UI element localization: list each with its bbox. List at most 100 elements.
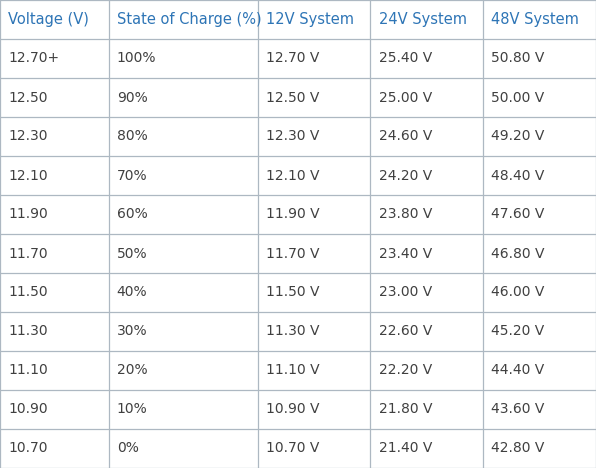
- Bar: [108, 195, 257, 234]
- Bar: [0, 312, 108, 351]
- Bar: [0, 39, 108, 78]
- Text: 47.60 V: 47.60 V: [491, 207, 545, 221]
- Text: 46.00 V: 46.00 V: [491, 285, 545, 300]
- Text: 45.20 V: 45.20 V: [491, 324, 545, 338]
- Text: 50%: 50%: [117, 247, 147, 261]
- Bar: [108, 390, 257, 429]
- Bar: [0, 117, 108, 156]
- Bar: [0, 429, 108, 468]
- Text: 24.60 V: 24.60 V: [378, 130, 432, 144]
- Bar: [483, 234, 596, 273]
- Bar: [371, 195, 483, 234]
- Text: 11.70 V: 11.70 V: [266, 247, 319, 261]
- Text: 100%: 100%: [117, 51, 156, 66]
- Text: 24.20 V: 24.20 V: [378, 168, 432, 183]
- Bar: [0, 234, 108, 273]
- Text: 50.80 V: 50.80 V: [491, 51, 545, 66]
- Text: 24V System: 24V System: [378, 12, 467, 27]
- Text: 11.10: 11.10: [8, 364, 48, 378]
- Bar: [371, 312, 483, 351]
- Text: 49.20 V: 49.20 V: [491, 130, 545, 144]
- Text: 10%: 10%: [117, 402, 148, 417]
- Text: 20%: 20%: [117, 364, 147, 378]
- Bar: [108, 39, 257, 78]
- Bar: [257, 117, 371, 156]
- Bar: [483, 156, 596, 195]
- Text: 11.30 V: 11.30 V: [266, 324, 319, 338]
- Text: 12.30 V: 12.30 V: [266, 130, 319, 144]
- Bar: [257, 429, 371, 468]
- Bar: [483, 351, 596, 390]
- Bar: [371, 429, 483, 468]
- Bar: [483, 0, 596, 39]
- Bar: [0, 78, 108, 117]
- Bar: [108, 0, 257, 39]
- Bar: [0, 390, 108, 429]
- Bar: [257, 312, 371, 351]
- Text: 0%: 0%: [117, 441, 139, 455]
- Text: 23.40 V: 23.40 V: [378, 247, 432, 261]
- Text: 12.50 V: 12.50 V: [266, 90, 319, 104]
- Bar: [483, 273, 596, 312]
- Text: 12.10: 12.10: [8, 168, 48, 183]
- Text: 48.40 V: 48.40 V: [491, 168, 545, 183]
- Bar: [371, 117, 483, 156]
- Bar: [257, 0, 371, 39]
- Bar: [0, 156, 108, 195]
- Text: 10.90: 10.90: [8, 402, 48, 417]
- Text: 30%: 30%: [117, 324, 147, 338]
- Text: 42.80 V: 42.80 V: [491, 441, 545, 455]
- Bar: [108, 429, 257, 468]
- Bar: [0, 195, 108, 234]
- Text: 10.90 V: 10.90 V: [266, 402, 319, 417]
- Bar: [257, 273, 371, 312]
- Text: 12V System: 12V System: [266, 12, 354, 27]
- Text: 11.30: 11.30: [8, 324, 48, 338]
- Text: 12.70+: 12.70+: [8, 51, 59, 66]
- Text: 10.70 V: 10.70 V: [266, 441, 319, 455]
- Text: 40%: 40%: [117, 285, 147, 300]
- Text: 25.40 V: 25.40 V: [378, 51, 432, 66]
- Bar: [257, 78, 371, 117]
- Text: 11.50 V: 11.50 V: [266, 285, 319, 300]
- Text: 48V System: 48V System: [491, 12, 579, 27]
- Text: State of Charge (%): State of Charge (%): [117, 12, 262, 27]
- Text: 23.00 V: 23.00 V: [378, 285, 432, 300]
- Bar: [371, 234, 483, 273]
- Bar: [108, 273, 257, 312]
- Bar: [371, 390, 483, 429]
- Text: 46.80 V: 46.80 V: [491, 247, 545, 261]
- Bar: [257, 195, 371, 234]
- Bar: [0, 273, 108, 312]
- Text: 12.30: 12.30: [8, 130, 48, 144]
- Bar: [483, 390, 596, 429]
- Bar: [108, 351, 257, 390]
- Bar: [108, 234, 257, 273]
- Bar: [483, 78, 596, 117]
- Text: 12.10 V: 12.10 V: [266, 168, 319, 183]
- Bar: [483, 195, 596, 234]
- Text: 90%: 90%: [117, 90, 148, 104]
- Text: 11.10 V: 11.10 V: [266, 364, 319, 378]
- Bar: [0, 0, 108, 39]
- Bar: [371, 156, 483, 195]
- Bar: [371, 78, 483, 117]
- Bar: [108, 78, 257, 117]
- Text: 21.40 V: 21.40 V: [378, 441, 432, 455]
- Bar: [371, 0, 483, 39]
- Bar: [0, 351, 108, 390]
- Text: 11.90: 11.90: [8, 207, 48, 221]
- Bar: [108, 156, 257, 195]
- Text: 11.50: 11.50: [8, 285, 48, 300]
- Text: 25.00 V: 25.00 V: [378, 90, 432, 104]
- Bar: [257, 234, 371, 273]
- Bar: [483, 39, 596, 78]
- Bar: [257, 39, 371, 78]
- Text: 60%: 60%: [117, 207, 148, 221]
- Text: 11.70: 11.70: [8, 247, 48, 261]
- Text: 22.20 V: 22.20 V: [378, 364, 432, 378]
- Text: 12.70 V: 12.70 V: [266, 51, 319, 66]
- Text: 12.50: 12.50: [8, 90, 48, 104]
- Bar: [257, 351, 371, 390]
- Bar: [371, 39, 483, 78]
